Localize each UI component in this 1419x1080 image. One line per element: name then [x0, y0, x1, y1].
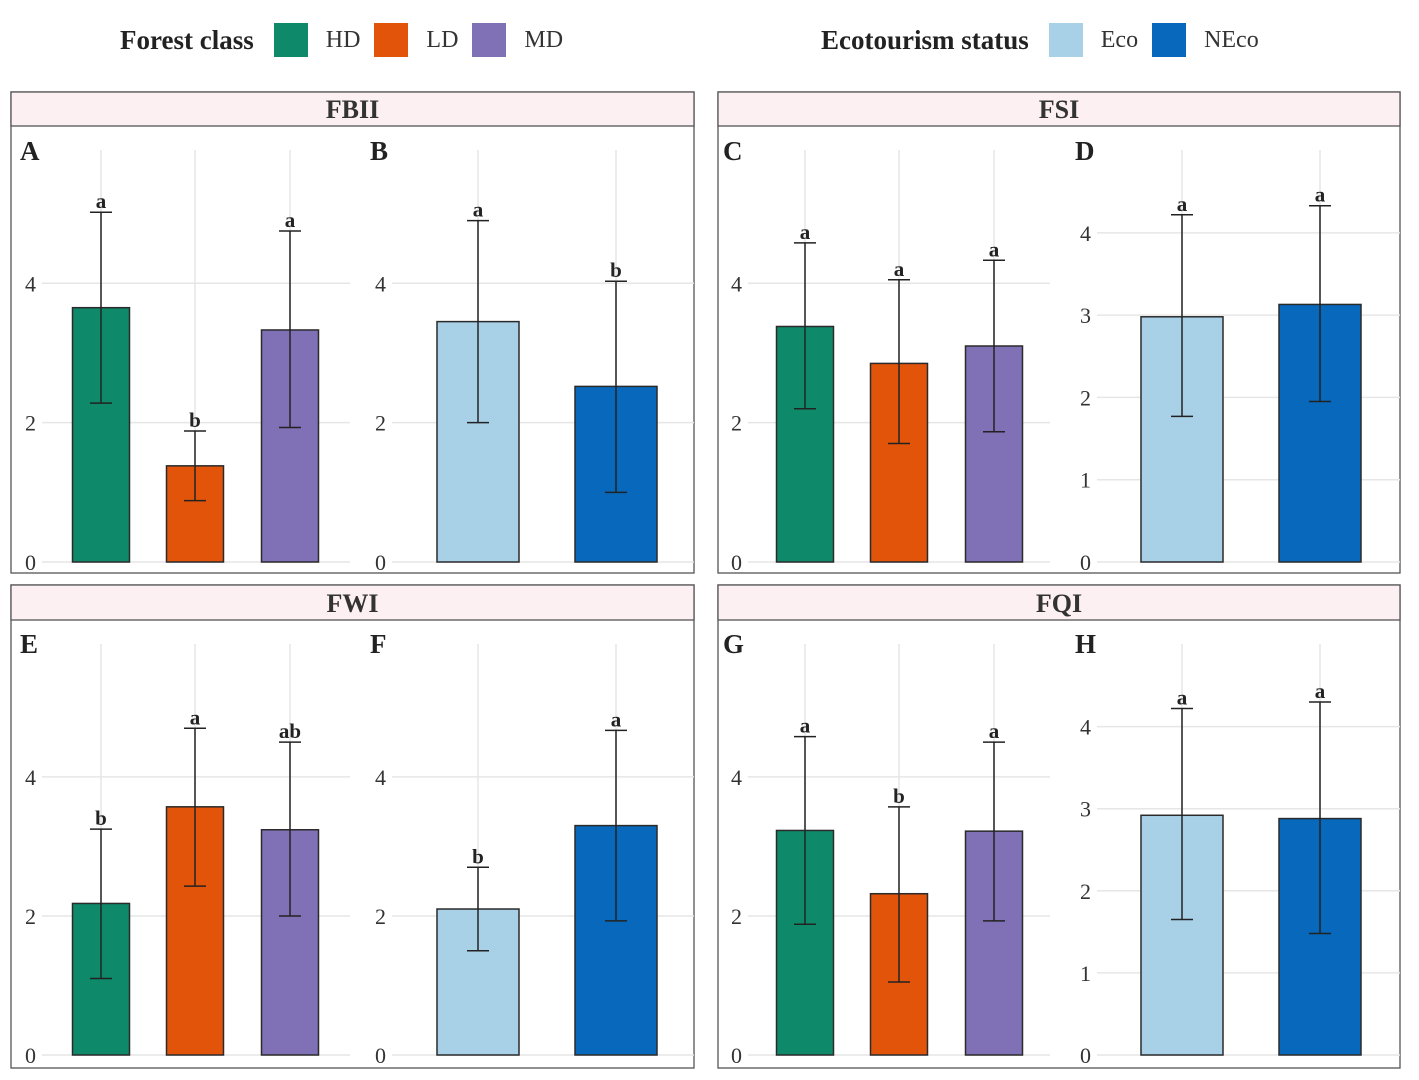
y-tick-label: 3 — [1080, 797, 1091, 822]
legend-title: Ecotourism status — [821, 24, 1029, 55]
y-tick-label: 2 — [731, 904, 742, 929]
y-tick-label: 2 — [25, 904, 36, 929]
panel-label: H — [1075, 629, 1096, 659]
significance-letter: a — [611, 707, 622, 731]
legend-label: HD — [325, 26, 361, 53]
facet-strip-label: FWI — [327, 589, 379, 618]
panel-label: C — [723, 136, 743, 166]
legend-swatch — [374, 23, 409, 57]
significance-letter: a — [989, 237, 1000, 261]
y-tick-label: 1 — [1080, 468, 1091, 493]
facet-strip — [10, 584, 695, 621]
bar — [964, 830, 1024, 1056]
significance-letter: a — [989, 719, 1000, 743]
significance-letter: a — [285, 208, 296, 232]
y-tick-label: 0 — [1080, 550, 1091, 575]
legend-forest-class: Forest class HD LD MD — [120, 18, 577, 62]
significance-letter: ab — [279, 719, 301, 743]
y-tick-label: 4 — [375, 271, 386, 296]
y-tick-label: 4 — [375, 765, 386, 790]
panel-label: D — [1075, 136, 1095, 166]
legend-title: Forest class — [120, 24, 254, 55]
panel-label: A — [20, 136, 40, 166]
panel-label: F — [370, 629, 387, 659]
legend-label: LD — [426, 26, 459, 53]
legend-swatch — [1152, 23, 1187, 57]
significance-letter: a — [473, 198, 484, 222]
legend-label: MD — [524, 26, 564, 53]
legend-swatch — [1048, 23, 1083, 57]
significance-letter: a — [1315, 679, 1326, 703]
significance-letter: a — [1315, 183, 1326, 207]
y-tick-label: 2 — [25, 411, 36, 436]
y-tick-label: 0 — [731, 550, 742, 575]
y-tick-label: 4 — [731, 765, 742, 790]
legend-item-ld: LD — [374, 23, 458, 57]
facet-strip-label: FBII — [326, 95, 379, 124]
legend-ecotourism-status: Ecotourism status Eco NEco — [821, 18, 1273, 62]
y-tick-label: 4 — [731, 271, 742, 296]
panel-label: B — [370, 136, 388, 166]
significance-letter: b — [472, 844, 484, 868]
facet-strip — [10, 91, 695, 127]
legend-item-hd: HD — [273, 23, 361, 57]
y-tick-label: 4 — [25, 271, 36, 296]
legend-item-md: MD — [472, 23, 563, 57]
panel-label: G — [723, 629, 744, 659]
facet-strip-label: FQI — [1036, 589, 1082, 618]
significance-letter: a — [1177, 192, 1188, 216]
y-tick-label: 0 — [375, 1043, 386, 1068]
significance-letter: b — [189, 408, 201, 432]
y-tick-label: 2 — [731, 411, 742, 436]
y-tick-label: 2 — [375, 904, 386, 929]
significance-letter: a — [800, 220, 811, 244]
significance-letter: a — [894, 257, 905, 281]
y-tick-label: 4 — [1080, 221, 1091, 246]
significance-letter: a — [800, 714, 811, 738]
significance-letter: a — [1177, 686, 1188, 710]
y-tick-label: 0 — [25, 1043, 36, 1068]
significance-letter: b — [610, 258, 622, 282]
y-tick-label: 0 — [25, 550, 36, 575]
y-tick-label: 0 — [1080, 1043, 1091, 1068]
y-tick-label: 4 — [25, 765, 36, 790]
legend-item-eco: Eco — [1048, 23, 1139, 57]
facet-strip — [717, 91, 1401, 127]
facet-strip — [717, 584, 1401, 621]
significance-letter: a — [190, 705, 201, 729]
y-tick-label: 3 — [1080, 303, 1091, 328]
legend-swatch — [472, 23, 507, 57]
significance-letter: b — [95, 806, 107, 830]
legend-item-neco: NEco — [1152, 23, 1259, 57]
significance-letter: b — [893, 784, 905, 808]
y-tick-label: 2 — [1080, 879, 1091, 904]
legend-swatch — [273, 23, 308, 57]
y-tick-label: 2 — [1080, 385, 1091, 410]
y-tick-label: 2 — [375, 411, 386, 436]
y-tick-label: 0 — [731, 1043, 742, 1068]
y-tick-label: 0 — [375, 550, 386, 575]
y-tick-label: 4 — [1080, 715, 1091, 740]
panel-label: E — [20, 629, 38, 659]
facet-strip-label: FSI — [1039, 95, 1079, 124]
significance-letter: a — [96, 189, 107, 213]
legend-label: Eco — [1100, 26, 1139, 53]
y-tick-label: 1 — [1080, 961, 1091, 986]
legend-label: NEco — [1204, 26, 1259, 53]
